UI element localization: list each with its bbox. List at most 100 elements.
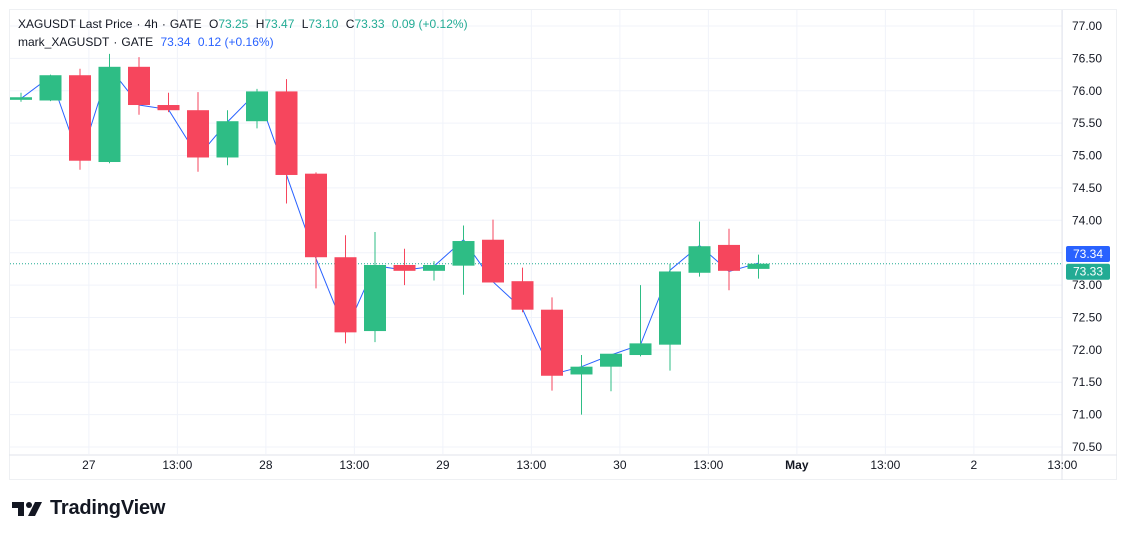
legend-close-label: C — [345, 17, 355, 31]
candle — [659, 263, 681, 371]
mark-legend-value: 73.34 — [160, 35, 191, 49]
mark-price-line-layer — [20, 66, 759, 376]
candle — [98, 53, 121, 164]
candle — [511, 267, 534, 313]
tradingview-logo[interactable]: TradingView — [12, 497, 165, 520]
y-tick-label: 72.50 — [1072, 310, 1102, 324]
candle-body — [452, 241, 475, 266]
price-axis: 77.0076.5076.0075.5075.0074.5074.0073.50… — [1061, 10, 1102, 480]
legend-exchange: GATE — [169, 17, 202, 31]
candle — [246, 88, 268, 129]
legend-low-value: 73.10 — [308, 17, 339, 31]
y-tick-label: 70.50 — [1072, 440, 1102, 454]
badge-background — [1066, 246, 1110, 263]
candle — [629, 285, 652, 357]
last-price-badge: 73.33 — [1066, 263, 1110, 280]
time-axis: 27 13:00 28 13:00 29 13:00 30 13:00 May 13:00 2 13:… — [9, 454, 1117, 472]
legend-sep: · — [113, 35, 118, 49]
candle — [216, 110, 239, 166]
candle — [600, 353, 622, 392]
candle-body — [10, 97, 32, 100]
candle-body — [216, 121, 239, 158]
x-tick-label: 27 — [82, 458, 96, 472]
candle — [69, 68, 91, 170]
y-tick-label: 75.50 — [1072, 116, 1102, 130]
candle-body — [570, 366, 593, 375]
x-tick-label: 13:00 — [1047, 458, 1077, 472]
candle — [570, 355, 593, 415]
candle-body — [600, 353, 622, 367]
x-tick-label: 13:00 — [693, 458, 723, 472]
price-badges: 73.34 73.33 — [1066, 246, 1110, 280]
tradingview-logo-icon — [12, 501, 42, 516]
candle-body — [98, 66, 121, 163]
legend-high-label: H — [255, 17, 265, 31]
candle-body — [39, 75, 62, 101]
x-tick-label: 13:00 — [162, 458, 192, 472]
candle-body — [334, 257, 357, 333]
candle — [334, 235, 357, 344]
badge-label: 73.34 — [1073, 247, 1103, 261]
candle — [275, 79, 298, 204]
x-tick-label: May — [785, 458, 809, 472]
x-tick-label: 13:00 — [339, 458, 369, 472]
legend-symbol[interactable]: XAGUSDT Last Price — [18, 17, 133, 31]
candle-body — [187, 110, 209, 158]
legend-change: 0.09 (+0.12%) — [391, 17, 468, 31]
candle — [305, 172, 327, 289]
chart-frame[interactable] — [9, 9, 1117, 480]
y-tick-label: 74.50 — [1072, 181, 1102, 195]
candle-body — [718, 244, 740, 271]
candle-body — [511, 281, 534, 310]
candle — [688, 221, 711, 277]
y-tick-label: 77.00 — [1072, 19, 1102, 33]
candle-body — [482, 239, 504, 283]
x-tick-label: 13:00 — [516, 458, 546, 472]
candle-body — [747, 263, 770, 269]
candles-layer — [10, 53, 770, 415]
y-tick-label: 76.50 — [1072, 51, 1102, 65]
candle — [10, 92, 32, 102]
candle — [718, 228, 740, 291]
x-tick-label: 30 — [613, 458, 627, 472]
candle — [541, 297, 563, 391]
candle-body — [423, 264, 445, 271]
y-tick-label: 76.00 — [1072, 84, 1102, 98]
y-tick-label: 71.50 — [1072, 375, 1102, 389]
candle — [364, 231, 386, 343]
mark-legend-change: 0.12 (+0.16%) — [197, 35, 274, 49]
x-tick-label: 13:00 — [870, 458, 900, 472]
candle-body — [275, 91, 298, 175]
badge-label: 73.33 — [1073, 265, 1103, 279]
candle — [482, 219, 504, 283]
candle-body — [688, 246, 711, 273]
legend-close-value: 73.33 — [354, 17, 385, 31]
grid-layer — [10, 10, 1063, 454]
x-tick-label: 28 — [259, 458, 273, 472]
y-tick-label: 74.00 — [1072, 213, 1102, 227]
candle-body — [541, 309, 563, 376]
legend-interval: 4h — [144, 17, 158, 31]
mark-price-badge: 73.34 — [1066, 246, 1110, 263]
legend-high-value: 73.47 — [264, 17, 295, 31]
candle — [187, 92, 209, 172]
candle-body — [305, 173, 327, 258]
badge-background — [1066, 263, 1110, 280]
candle-body — [128, 66, 150, 106]
tradingview-wordmark: TradingView — [50, 497, 166, 519]
y-tick-label: 73.00 — [1072, 278, 1102, 292]
candle — [39, 74, 62, 102]
x-tick-label: 29 — [436, 458, 450, 472]
y-tick-label: 75.00 — [1072, 149, 1102, 163]
main-series-legend: XAGUSDT Last Price · 4h · GATE O73.25 H73.47… — [18, 17, 472, 31]
candle-body — [659, 271, 681, 345]
candle-body — [157, 105, 180, 111]
candle-body — [629, 343, 652, 356]
candlestick-chart[interactable]: 77.0076.5076.0075.5075.0074.5074.0073.50… — [0, 0, 1127, 485]
legend-sep: · — [161, 17, 166, 31]
mark-series-legend: mark_XAGUSDT · GATE 73.34 0.12 (+0.16%) — [18, 35, 278, 49]
mark-legend-symbol[interactable]: mark_XAGUSDT — [18, 35, 110, 49]
candle — [452, 225, 475, 295]
candle-body — [364, 264, 386, 332]
candle-body — [69, 75, 91, 161]
